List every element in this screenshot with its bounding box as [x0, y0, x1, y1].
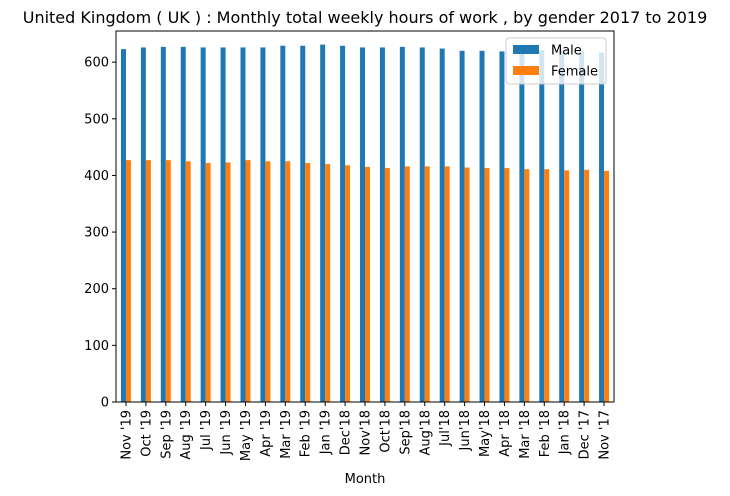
- bar-female-22: [564, 170, 570, 402]
- x-tick-label: Sep'18: [398, 410, 413, 455]
- x-tick-label: Mar '18: [518, 410, 533, 459]
- bar-male-0: [120, 49, 126, 402]
- bar-female-14: [404, 166, 410, 402]
- x-tick-label: May '19: [239, 410, 254, 461]
- x-tick-label: Jan '18: [558, 410, 573, 455]
- bar-female-12: [365, 166, 370, 402]
- bar-female-11: [345, 165, 351, 402]
- bar-male-6: [240, 47, 246, 403]
- bar-male-5: [220, 47, 226, 403]
- x-tick-label: Nov '17: [598, 410, 613, 460]
- x-tick-label: Jul '19: [199, 410, 214, 451]
- bar-male-17: [459, 50, 465, 402]
- x-axis: Nov '19 Oct '19 Sep '19 Aug '19 Jul '19 Jun '…: [119, 402, 613, 461]
- bar-female-8: [285, 161, 291, 402]
- bar-male-10: [320, 44, 326, 403]
- x-axis-label: Month: [345, 472, 386, 487]
- bar-male-16: [439, 48, 445, 403]
- x-tick-label: Dec'18: [339, 410, 354, 455]
- bar-male-13: [379, 47, 385, 403]
- chart-title: United Kingdom ( UK ) : Monthly total we…: [23, 8, 708, 27]
- plot-frame: [115, 30, 615, 403]
- bar-female-13: [384, 168, 390, 402]
- bars-group: [120, 44, 610, 403]
- y-tick-label: 0: [101, 396, 109, 411]
- bar-female-7: [265, 161, 271, 402]
- bar-female-1: [145, 160, 151, 402]
- y-axis: 0 100 200 300 400 500 600: [84, 56, 116, 411]
- bar-female-0: [125, 160, 131, 402]
- bar-male-24: [599, 52, 605, 403]
- x-tick-label: Jul'18: [438, 410, 453, 447]
- x-tick-label: Apr '19: [259, 410, 274, 457]
- bar-male-11: [340, 45, 346, 402]
- legend-label-male: Male: [551, 44, 582, 59]
- y-tick-label: 200: [84, 282, 109, 297]
- bar-male-12: [360, 47, 365, 403]
- bar-male-8: [280, 45, 286, 402]
- x-tick-label: Nov '19: [119, 410, 134, 460]
- bar-male-23: [579, 51, 585, 402]
- x-tick-label: Oct'18: [378, 410, 393, 453]
- bar-male-1: [140, 47, 146, 403]
- x-tick-label: Feb '18: [538, 410, 553, 457]
- legend: Male Female: [505, 37, 607, 85]
- x-tick-label: Feb '19: [299, 410, 314, 457]
- legend-label-female: Female: [551, 65, 598, 80]
- bar-female-21: [544, 169, 550, 402]
- x-tick-label: Jun'18: [458, 410, 473, 451]
- bar-female-9: [305, 162, 311, 402]
- bar-female-18: [484, 168, 490, 402]
- y-tick-label: 100: [84, 339, 109, 354]
- x-tick-label: May'18: [478, 410, 493, 457]
- x-tick-label: Mar '19: [279, 410, 294, 459]
- x-tick-label: Dec '17: [578, 410, 593, 459]
- bar-male-9: [300, 45, 306, 402]
- y-tick-label: 600: [84, 56, 109, 71]
- bar-female-24: [604, 170, 610, 402]
- bar-female-23: [584, 169, 590, 402]
- bar-female-4: [205, 162, 211, 402]
- bar-female-17: [464, 167, 470, 402]
- x-tick-label: Sep '19: [159, 410, 174, 459]
- bar-female-19: [504, 168, 510, 402]
- bar-female-6: [245, 160, 251, 402]
- bar-male-2: [160, 46, 166, 403]
- bar-female-2: [165, 160, 171, 402]
- bar-male-15: [419, 47, 425, 403]
- bar-male-3: [180, 46, 186, 403]
- x-tick-label: Aug'18: [418, 410, 433, 456]
- legend-swatch-male: [513, 45, 539, 54]
- x-tick-label: Jan '19: [319, 410, 334, 455]
- x-tick-label: Nov'18: [359, 410, 374, 456]
- bar-male-19: [499, 51, 505, 402]
- bar-male-14: [399, 46, 405, 403]
- bar-female-16: [444, 166, 450, 402]
- bar-female-15: [424, 166, 430, 402]
- bar-male-22: [559, 50, 565, 402]
- bar-male-7: [260, 47, 266, 403]
- legend-swatch-female: [513, 66, 539, 75]
- x-tick-label: Oct '19: [139, 410, 154, 457]
- bar-male-4: [200, 47, 206, 403]
- x-tick-label: Apr '18: [498, 410, 513, 457]
- x-tick-label: Jun '19: [219, 410, 234, 456]
- y-tick-label: 300: [84, 226, 109, 241]
- y-tick-label: 400: [84, 169, 109, 184]
- bar-female-20: [524, 169, 530, 402]
- bar-male-18: [479, 50, 485, 402]
- y-tick-label: 500: [84, 112, 109, 127]
- bar-female-10: [325, 164, 331, 402]
- x-tick-label: Aug '19: [179, 410, 194, 460]
- bar-female-3: [185, 161, 191, 402]
- bar-male-21: [539, 50, 545, 402]
- bar-female-5: [225, 162, 231, 402]
- bar-male-20: [519, 50, 525, 402]
